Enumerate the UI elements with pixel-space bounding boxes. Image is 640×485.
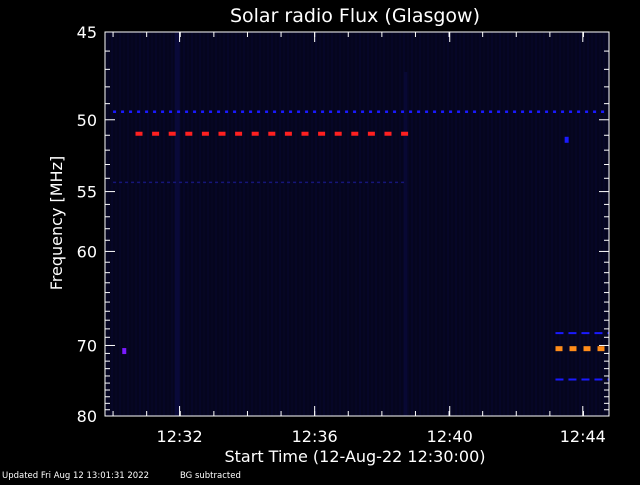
footer-updated: Updated Fri Aug 12 13:01:31 2022 <box>2 471 149 480</box>
x-tick-label: 12:36 <box>292 427 338 446</box>
band-segment <box>555 346 563 352</box>
band-segment <box>235 131 243 136</box>
plot-area <box>105 32 609 416</box>
band-segment <box>367 131 375 136</box>
band-segment <box>218 131 226 136</box>
band-segment <box>168 131 176 136</box>
band-segment <box>185 131 193 136</box>
band-segment <box>583 346 591 352</box>
x-tick-label: 12:32 <box>157 427 203 446</box>
y-tick-label: 45 <box>77 23 97 42</box>
x-tick-label: 12:44 <box>560 427 606 446</box>
y-axis-label: Frequency [MHz] <box>47 156 66 290</box>
x-axis-label: Start Time (12-Aug-22 12:30:00) <box>225 447 486 466</box>
band-segment <box>301 131 309 136</box>
x-tick-label: 12:40 <box>427 427 473 446</box>
band-segment <box>401 131 409 136</box>
y-tick-label: 60 <box>77 242 97 261</box>
band-segment <box>318 131 326 136</box>
band-segment <box>597 346 605 352</box>
burst-stripe <box>404 72 408 416</box>
band-segment <box>284 131 292 136</box>
band-segment <box>251 131 259 136</box>
y-tick-label: 50 <box>77 111 97 130</box>
band-spot <box>122 348 127 355</box>
band-spot <box>564 136 569 143</box>
y-tick-label: 80 <box>77 407 97 426</box>
chart-title: Solar radio Flux (Glasgow) <box>230 5 480 27</box>
band-segment <box>384 131 392 136</box>
y-tick-label: 55 <box>77 183 97 202</box>
plot-frame <box>104 31 610 417</box>
band-segment <box>569 346 577 352</box>
plot-background <box>105 32 609 416</box>
y-tick-label: 70 <box>77 336 97 355</box>
axes: 45 50 55 60 70 80 12:32 12:36 12:40 12:44 <box>77 23 610 446</box>
burst-stripe <box>174 32 180 416</box>
band-segment <box>334 131 342 136</box>
footer-note: BG subtracted <box>180 471 241 480</box>
band-segment <box>135 131 143 136</box>
band-segment <box>152 131 160 136</box>
band-segment <box>201 131 209 136</box>
band-segment <box>351 131 359 136</box>
band-segment <box>268 131 276 136</box>
